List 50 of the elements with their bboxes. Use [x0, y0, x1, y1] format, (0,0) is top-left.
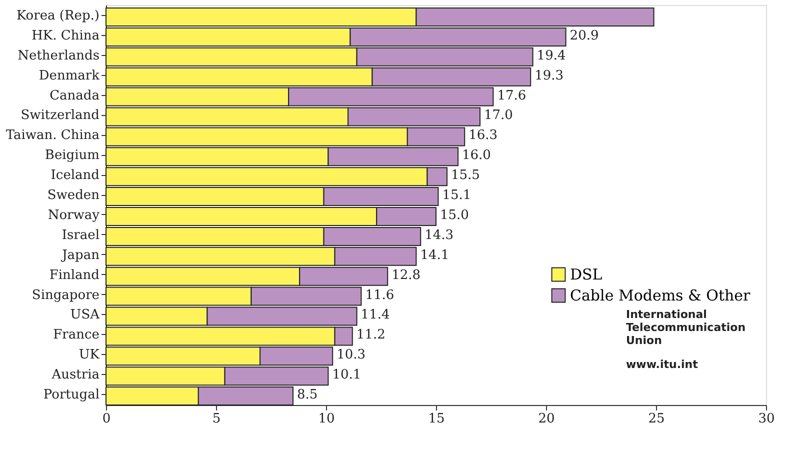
y-tick-label: Austria [50, 368, 100, 383]
total-label: 15.5 [451, 168, 480, 184]
y-tick-label: Denmark [38, 68, 100, 84]
y-tick-label: Finland [49, 268, 100, 283]
y-tick-label: USA [70, 308, 100, 323]
legend-label: DSL [570, 266, 602, 284]
total-label: 10.3 [336, 348, 366, 363]
total-label: 19.3 [534, 68, 564, 84]
y-tick-label: HK. China [32, 28, 100, 44]
y-tick-label: UK [78, 348, 100, 363]
total-label: 17.0 [484, 108, 513, 124]
legend-label: Cable Modems & Other [570, 286, 752, 304]
y-tick-label: Singapore [32, 288, 100, 303]
y-tick-label: Israel [62, 228, 100, 243]
y-tick-label: France [53, 328, 100, 343]
x-tick-label: 10 [318, 412, 335, 426]
total-label: 11.2 [356, 328, 386, 343]
total-label: 16.3 [468, 128, 498, 144]
total-label: 14.1 [420, 248, 450, 263]
x-tick-label: 0 [102, 412, 111, 426]
annotation: www.itu.int [626, 358, 698, 371]
y-tick-label: Portugal [43, 388, 100, 403]
y-tick-label: Netherlands [18, 48, 100, 64]
y-tick-label: Sweden [47, 188, 100, 204]
annotation: International Telecommunication Union [626, 308, 746, 347]
total-label: 15.0 [440, 208, 469, 223]
x-tick-label: 15 [428, 412, 445, 426]
y-tick-label: Iceland [50, 168, 100, 184]
y-tick-label: Korea (Rep.) [16, 8, 100, 24]
total-label: 15.1 [442, 188, 472, 204]
total-label: 10.1 [332, 368, 362, 383]
x-tick-label: 25 [648, 412, 665, 426]
total-label: 12.8 [392, 268, 421, 283]
y-tick-label: Taiwan. China [6, 128, 100, 144]
total-label: 11.6 [365, 288, 394, 303]
total-label: 19.4 [536, 48, 566, 64]
x-tick-label: 5 [212, 412, 221, 426]
y-tick-label: Switzerland [20, 108, 100, 124]
total-label: 8.5 [297, 388, 318, 403]
x-tick-label: 30 [758, 412, 775, 426]
y-tick-label: Beigium [44, 148, 100, 164]
y-tick-label: Norway [48, 208, 100, 223]
y-tick-label: Japan [60, 248, 100, 263]
total-label: 11.4 [360, 308, 390, 323]
y-tick-label: Canada [50, 88, 100, 104]
total-label: 14.3 [424, 228, 454, 243]
x-tick-label: 20 [538, 412, 555, 426]
total-label: 20.9 [570, 28, 599, 44]
total-label: 16.0 [462, 148, 491, 164]
total-label: 17.6 [497, 88, 526, 104]
